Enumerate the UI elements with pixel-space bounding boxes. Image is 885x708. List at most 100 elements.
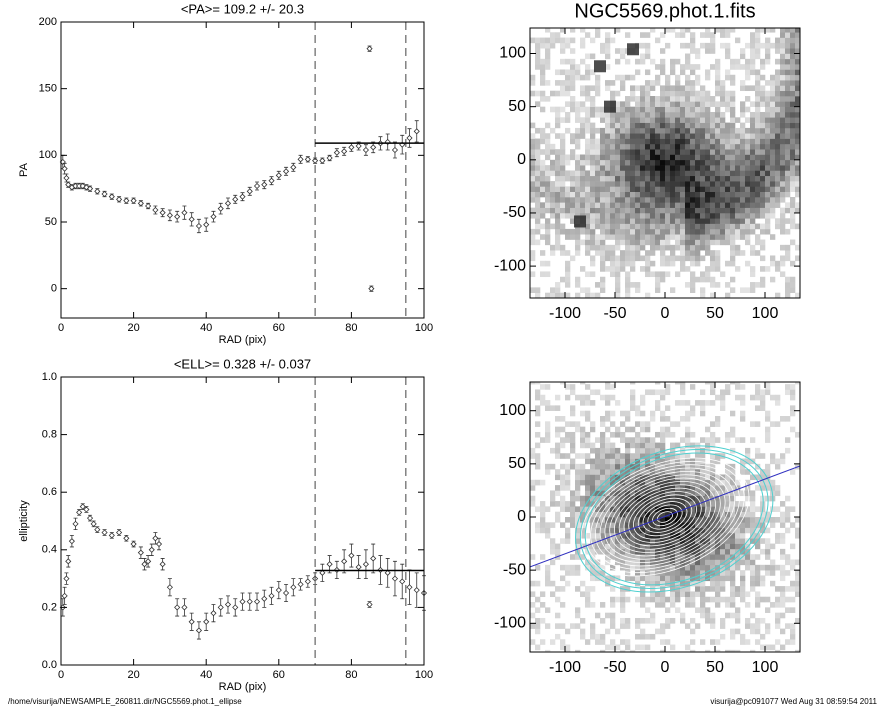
pixel [685, 469, 691, 475]
pixel [710, 617, 716, 624]
pixel [620, 186, 626, 193]
pixel [545, 202, 551, 208]
pixel [785, 149, 791, 155]
pixel [790, 564, 796, 571]
pixel [705, 170, 711, 177]
pixel [550, 292, 556, 298]
pixel [670, 527, 676, 534]
pixel [620, 48, 626, 54]
pixel [755, 421, 761, 427]
marker [94, 526, 101, 533]
pixel [585, 122, 591, 129]
pixel [595, 485, 601, 491]
pixel [640, 117, 646, 123]
pixel [625, 127, 631, 134]
pixel [610, 202, 616, 208]
pixel [590, 575, 596, 582]
pixel [655, 197, 661, 203]
pixel [725, 234, 731, 240]
pixel [750, 181, 756, 187]
pixel [560, 181, 566, 187]
pixel [610, 431, 616, 438]
pixel [580, 159, 586, 166]
pixel [680, 266, 686, 272]
pixel [660, 175, 666, 182]
pixel [735, 506, 741, 512]
pixel [700, 186, 706, 193]
pixel [535, 170, 541, 177]
pixel [670, 228, 676, 235]
pixel [615, 271, 621, 278]
pixel [545, 421, 551, 427]
pixel [645, 117, 651, 123]
pixel [625, 442, 631, 449]
pixel [735, 559, 741, 566]
pixel [695, 586, 701, 592]
pixel [780, 554, 786, 560]
pixel [605, 538, 611, 544]
pixel [655, 202, 661, 208]
pixel [780, 218, 786, 224]
pixel [770, 154, 776, 161]
pixel [630, 389, 636, 396]
marker [101, 190, 108, 198]
pixel [640, 485, 646, 491]
pixel [645, 575, 651, 582]
pixel [640, 239, 646, 246]
pixel [775, 127, 781, 134]
pixel [675, 191, 681, 198]
pixel [725, 282, 731, 288]
pixel [675, 138, 681, 145]
pixel [690, 42, 696, 49]
pixel [605, 644, 611, 651]
pixel [550, 165, 556, 171]
pixel [545, 96, 551, 102]
pixel [670, 127, 676, 134]
marker [319, 157, 326, 164]
pixel [640, 463, 646, 470]
pixel [785, 250, 791, 256]
pixel [690, 101, 696, 107]
pixel [545, 580, 551, 587]
pixel [540, 127, 546, 134]
pixel [610, 479, 616, 486]
pixel [560, 191, 566, 198]
pixel [570, 495, 576, 502]
pixel [785, 596, 791, 603]
pixel [770, 85, 776, 92]
pixel [735, 244, 741, 251]
pixel [645, 538, 651, 544]
pixel [605, 400, 611, 406]
pixel [665, 165, 671, 171]
pixel [570, 410, 576, 417]
pixel [685, 511, 691, 518]
pixel [570, 447, 576, 454]
pixel [675, 554, 681, 560]
pixel [580, 495, 586, 502]
pixel [795, 28, 800, 33]
pixel [790, 596, 796, 603]
pixel [600, 202, 606, 208]
pixel [600, 170, 606, 177]
pixel [755, 154, 761, 161]
pixel [795, 53, 800, 60]
pixel [595, 543, 601, 550]
pixel [635, 564, 641, 571]
pixel [675, 85, 681, 92]
pixel [605, 612, 611, 619]
pixel [745, 127, 751, 134]
pixel [735, 64, 741, 70]
pixel [585, 212, 591, 219]
pixel [700, 517, 706, 523]
pixel [530, 639, 536, 645]
pixel [585, 490, 591, 497]
pixel [540, 271, 546, 278]
pixel [660, 90, 666, 97]
pixel [755, 554, 761, 560]
chart-title: <PA>= 109.2 +/- 20.3 [181, 1, 304, 16]
pixel [680, 506, 686, 512]
pixel [570, 181, 576, 187]
pixel [590, 586, 596, 592]
pixel [590, 469, 596, 475]
